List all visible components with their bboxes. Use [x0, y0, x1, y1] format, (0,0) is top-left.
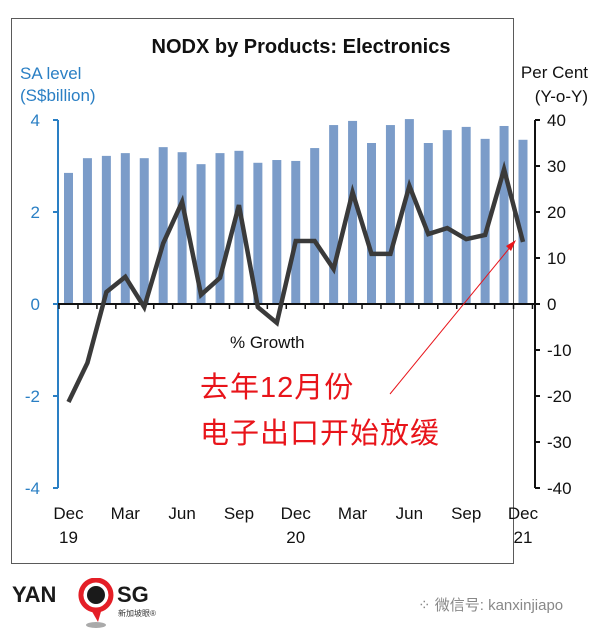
right-axis-label-line1: Per Cent [520, 63, 588, 82]
right-tick-label: 20 [547, 203, 566, 222]
right-axis-label: Per Cent (Y-o-Y) [521, 61, 588, 109]
bar [499, 125, 509, 304]
right-tick-label: -10 [547, 341, 572, 360]
x-tick-label: Sep [223, 504, 255, 523]
chart-frame [11, 18, 514, 564]
right-tick-label: 0 [547, 295, 556, 314]
growth-series-label: % Growth [230, 333, 305, 352]
arrowhead-icon [506, 240, 516, 251]
wechat-label: 微信号: kanxinjiapo [434, 597, 564, 614]
x-tick-label: Dec 19 [53, 504, 84, 547]
bar [215, 153, 225, 304]
x-tick-label: Dec 20 [280, 504, 311, 547]
bar [253, 162, 263, 304]
wechat-id: ⁘ 微信号: kanxinjiapo [418, 594, 563, 615]
bar [64, 172, 73, 304]
bar [442, 130, 452, 304]
logo-text-right: SG [117, 582, 149, 607]
bar [367, 143, 376, 304]
bar [518, 139, 528, 304]
left-tick-label: -2 [25, 387, 40, 406]
bar [423, 143, 433, 304]
x-tick-label: Mar [110, 504, 140, 523]
left-axis-label: SA level (S$billion) [20, 63, 96, 107]
yansg-logo: YAN SG 新加坡眼® [12, 578, 172, 628]
bar [348, 120, 358, 304]
bar [385, 125, 395, 304]
callout-annotation: 去年12月份 电子出口开始放缓 [200, 365, 440, 457]
wechat-icon: ⁘ [418, 597, 435, 614]
left-tick-label: 2 [31, 203, 40, 222]
bar [404, 119, 414, 304]
left-tick-label: 0 [31, 295, 40, 314]
chart-title: NODX by Products: Electronics [151, 36, 451, 58]
bar [480, 138, 490, 304]
bar [101, 155, 111, 304]
bar [139, 158, 149, 304]
left-tick-label: -4 [25, 479, 40, 498]
logo-text-left: YAN [12, 582, 57, 607]
bar [461, 126, 471, 305]
right-axis-label-line2: (Y-o-Y) [534, 87, 588, 106]
callout-line2: 电子出口开始放缓 [200, 418, 441, 450]
logo-subtitle: 新加坡眼® [118, 609, 156, 618]
x-axis-labels: Dec 19 Mar Jun Sep Dec 20 Mar Jun Sep Dec 21 [0, 502, 602, 550]
bar [158, 147, 168, 304]
growth-line [66, 160, 526, 403]
x-tick-label: Mar [337, 504, 368, 523]
callout-line1: 去年12月份 [200, 372, 355, 404]
right-tick-label: -40 [547, 479, 572, 498]
bar [82, 158, 92, 304]
right-tick-label: 40 [547, 111, 566, 130]
x-tick-label: Sep [451, 504, 482, 523]
left-axis-label-line1: SA level [20, 64, 82, 83]
bar [310, 148, 320, 304]
x-tick-label: Jun [395, 504, 424, 523]
right-tick-label: -30 [547, 433, 572, 452]
bar [291, 160, 301, 304]
bar [272, 160, 282, 304]
x-tick-label: Jun [168, 504, 196, 523]
left-tick-label: 4 [31, 111, 40, 130]
left-axis-label-line2: (S$billion) [20, 86, 96, 105]
bar [329, 125, 339, 304]
bar [177, 152, 187, 304]
bar-series [64, 119, 528, 305]
bar [234, 150, 244, 304]
right-tick-label: -20 [547, 387, 572, 406]
right-tick-label: 30 [547, 157, 566, 176]
bar [196, 164, 206, 304]
bar [120, 153, 130, 304]
callout-arrow [389, 244, 513, 395]
right-tick-label: 10 [547, 249, 566, 268]
x-tick-label: Dec 21 [507, 504, 539, 547]
location-pin-icon [78, 578, 114, 628]
